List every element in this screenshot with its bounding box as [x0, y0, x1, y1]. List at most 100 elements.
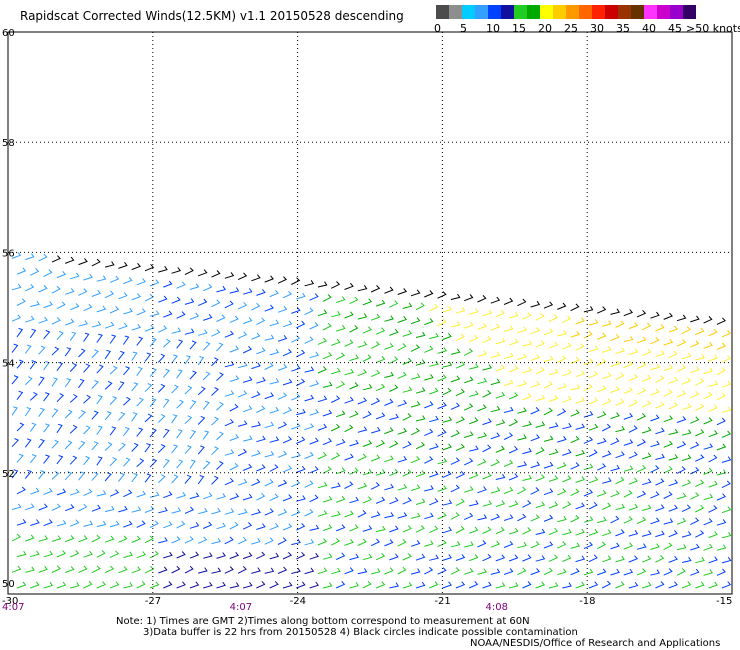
wind-barb	[304, 423, 314, 431]
wind-barb	[650, 543, 660, 550]
wind-barb	[508, 445, 519, 454]
wind-barb	[344, 510, 354, 518]
wind-barb	[623, 542, 634, 550]
wind-barb	[583, 331, 593, 339]
wind-barb	[362, 411, 372, 419]
wind-barb	[601, 502, 612, 510]
wind-barb	[184, 267, 194, 276]
wind-barb	[477, 486, 487, 494]
wind-barb	[464, 568, 474, 575]
wind-barb	[56, 455, 64, 465]
wind-barb	[43, 330, 51, 340]
wind-barb	[104, 411, 112, 421]
wind-barb	[242, 493, 253, 501]
wind-barb	[83, 273, 93, 281]
wind-barb	[415, 441, 426, 450]
wind-barb	[370, 426, 381, 434]
wind-barb	[224, 300, 234, 309]
wind-barb	[24, 376, 33, 386]
wind-barb	[202, 341, 211, 351]
wind-barb	[157, 474, 166, 484]
wind-barb	[224, 536, 234, 545]
wind-barb	[410, 512, 421, 519]
wind-barb	[490, 458, 500, 467]
wind-barb	[216, 342, 224, 352]
wind-barb	[397, 456, 408, 463]
wind-barb	[357, 482, 368, 490]
wind-barb	[628, 322, 639, 330]
wind-barb	[109, 306, 120, 314]
wind-barb	[543, 407, 553, 416]
wind-barb	[389, 440, 399, 449]
wind-barb	[362, 384, 373, 391]
wind-barb	[703, 467, 713, 475]
wind-barb	[389, 384, 399, 392]
wind-barb	[650, 440, 660, 448]
wind-barb	[176, 491, 187, 499]
wind-barb	[331, 367, 341, 375]
wind-barb	[344, 453, 354, 461]
wind-barb	[197, 445, 205, 455]
wind-barb	[543, 435, 554, 442]
wind-barb	[424, 540, 434, 547]
wind-barb	[690, 416, 700, 424]
wind-barb	[469, 471, 479, 480]
wind-barb	[64, 347, 72, 357]
wind-barb	[184, 298, 195, 305]
wind-barb	[455, 498, 465, 507]
wind-barb	[495, 419, 506, 426]
wind-barb	[277, 566, 288, 574]
wind-barb	[543, 567, 553, 576]
wind-barb	[503, 325, 514, 332]
wind-barb	[482, 335, 492, 344]
wind-barb	[415, 387, 426, 394]
wind-barb	[583, 358, 594, 365]
wind-barb	[309, 524, 320, 531]
wind-barb	[123, 551, 133, 559]
wind-barb	[389, 525, 399, 533]
wind-barb	[721, 380, 732, 388]
wind-barb	[429, 360, 439, 367]
wind-barb	[51, 408, 59, 418]
wind-barb	[641, 555, 652, 563]
wind-barb	[402, 302, 413, 309]
wind-barb	[535, 340, 545, 348]
wind-barb	[357, 397, 368, 405]
wind-barb	[455, 471, 465, 479]
wind-barb	[721, 480, 731, 489]
wind-barb	[16, 267, 27, 275]
wind-barb	[176, 551, 186, 559]
wind-barb	[216, 401, 224, 411]
wind-barb	[16, 298, 26, 306]
wind-barb	[184, 506, 195, 514]
wind-barb	[29, 422, 37, 432]
wind-barb	[282, 494, 293, 502]
wind-barb	[322, 466, 332, 474]
wind-barb	[309, 409, 319, 416]
wind-barb	[291, 277, 301, 285]
wind-barb	[65, 535, 75, 543]
wind-barb	[189, 459, 196, 469]
wind-barb	[703, 569, 714, 576]
wind-barb	[83, 456, 91, 466]
wind-barb	[389, 468, 399, 477]
wind-barb	[335, 381, 346, 389]
time-label: 4:08	[485, 602, 507, 613]
wind-barb	[211, 537, 221, 545]
wind-barb	[136, 336, 144, 346]
wind-barb	[570, 356, 580, 364]
wind-barb	[304, 480, 314, 488]
wind-barb	[535, 366, 545, 375]
wind-barb	[424, 512, 434, 520]
wind-barb	[171, 536, 181, 544]
wind-barb	[503, 514, 514, 521]
wind-barb	[176, 429, 183, 439]
wind-barb	[495, 582, 506, 589]
wind-barb	[429, 498, 439, 506]
wind-barb	[437, 512, 447, 520]
wind-barb	[503, 486, 514, 494]
legend-color-swatch	[436, 5, 449, 19]
wind-barb	[96, 395, 103, 405]
wind-barb	[202, 400, 210, 410]
